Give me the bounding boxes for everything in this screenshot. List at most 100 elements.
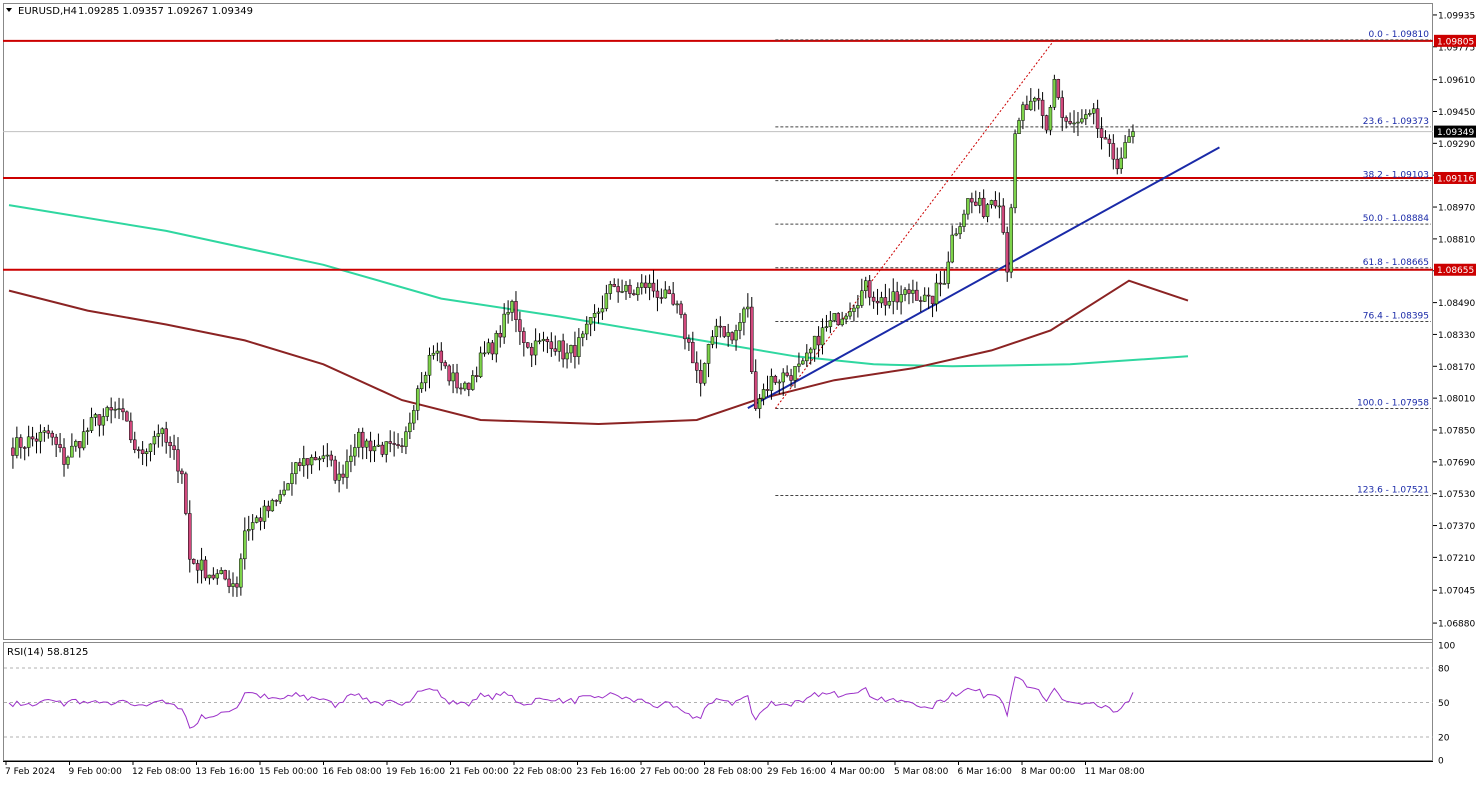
candle[interactable] — [364, 438, 369, 460]
candle[interactable] — [329, 450, 334, 467]
candle[interactable] — [600, 295, 605, 320]
candle[interactable] — [215, 569, 220, 585]
candle[interactable] — [156, 424, 161, 448]
candle[interactable] — [1111, 134, 1116, 170]
candle[interactable] — [867, 275, 872, 306]
candle[interactable] — [793, 366, 797, 388]
candle[interactable] — [254, 515, 259, 524]
candle[interactable] — [549, 332, 554, 357]
candle[interactable] — [698, 359, 703, 397]
candle[interactable] — [797, 352, 801, 373]
candle[interactable] — [596, 307, 601, 324]
candle[interactable] — [38, 424, 43, 454]
candle[interactable] — [211, 567, 216, 581]
candle[interactable] — [506, 300, 510, 324]
candle[interactable] — [899, 285, 903, 315]
candle[interactable] — [459, 383, 463, 395]
candle[interactable] — [812, 335, 817, 362]
candle[interactable] — [463, 381, 467, 392]
candle[interactable] — [557, 340, 561, 362]
candle[interactable] — [85, 427, 90, 445]
candle[interactable] — [1076, 111, 1080, 137]
candle[interactable] — [1025, 95, 1029, 111]
candle[interactable] — [671, 282, 675, 306]
candle[interactable] — [380, 441, 385, 458]
candle[interactable] — [805, 344, 809, 367]
candle[interactable] — [1107, 134, 1112, 157]
candle[interactable] — [309, 454, 314, 474]
candle[interactable] — [408, 412, 412, 439]
candle[interactable] — [529, 342, 534, 367]
candle[interactable] — [435, 342, 440, 362]
candle[interactable] — [1052, 74, 1057, 111]
candle[interactable] — [714, 318, 719, 349]
candle[interactable] — [706, 343, 711, 378]
candle[interactable] — [871, 291, 876, 309]
candle[interactable] — [360, 427, 365, 460]
candle[interactable] — [777, 379, 782, 395]
candle[interactable] — [1048, 104, 1053, 136]
candle[interactable] — [160, 427, 165, 447]
candle[interactable] — [989, 199, 994, 209]
candle[interactable] — [133, 431, 137, 454]
candle[interactable] — [974, 190, 978, 207]
candle[interactable] — [412, 405, 416, 431]
candle[interactable] — [1080, 109, 1084, 125]
candle[interactable] — [341, 464, 345, 485]
candle[interactable] — [526, 342, 530, 349]
candle[interactable] — [718, 316, 723, 338]
candle[interactable] — [860, 278, 864, 308]
candle[interactable] — [1017, 117, 1021, 135]
candle[interactable] — [1084, 109, 1088, 126]
candle[interactable] — [816, 326, 821, 358]
candle[interactable] — [121, 398, 125, 421]
candle[interactable] — [844, 312, 848, 325]
candle[interactable] — [1056, 78, 1061, 100]
candle[interactable] — [545, 336, 550, 354]
candle[interactable] — [77, 441, 82, 458]
candle[interactable] — [1127, 128, 1131, 143]
candle[interactable] — [691, 331, 695, 364]
candle[interactable] — [730, 331, 734, 345]
candle[interactable] — [789, 368, 793, 388]
candle[interactable] — [235, 576, 239, 597]
candle[interactable] — [1115, 147, 1120, 175]
candle[interactable] — [514, 291, 518, 333]
candle[interactable] — [372, 439, 377, 462]
candle[interactable] — [966, 198, 970, 220]
candle[interactable] — [883, 283, 888, 316]
rsi-line[interactable] — [8, 676, 1134, 729]
candle[interactable] — [404, 426, 408, 455]
candle[interactable] — [863, 276, 868, 299]
candle[interactable] — [70, 433, 74, 458]
candle[interactable] — [317, 456, 322, 471]
fib-diagonal[interactable] — [774, 39, 1055, 409]
candle[interactable] — [985, 202, 990, 223]
candle[interactable] — [109, 397, 113, 424]
candle[interactable] — [125, 410, 129, 422]
candle[interactable] — [1091, 103, 1096, 125]
candle[interactable] — [290, 462, 294, 496]
candle[interactable] — [376, 433, 381, 447]
candle[interactable] — [592, 304, 597, 331]
candle[interactable] — [388, 430, 392, 453]
candle[interactable] — [761, 383, 766, 406]
candle[interactable] — [604, 284, 609, 312]
candle[interactable] — [683, 312, 687, 350]
candle[interactable] — [695, 351, 699, 384]
candle[interactable] — [227, 570, 231, 594]
candle[interactable] — [396, 433, 400, 449]
candle[interactable] — [294, 461, 298, 485]
candle[interactable] — [1103, 130, 1108, 140]
candle[interactable] — [765, 375, 770, 397]
candle[interactable] — [938, 271, 943, 297]
candle[interactable] — [911, 279, 915, 304]
candle[interactable] — [34, 432, 39, 454]
candle[interactable] — [820, 318, 825, 355]
candle[interactable] — [467, 382, 471, 397]
candle[interactable] — [129, 412, 133, 443]
candle[interactable] — [176, 437, 180, 484]
candle[interactable] — [231, 572, 235, 597]
candle[interactable] — [1064, 115, 1068, 129]
candle[interactable] — [997, 192, 1002, 219]
